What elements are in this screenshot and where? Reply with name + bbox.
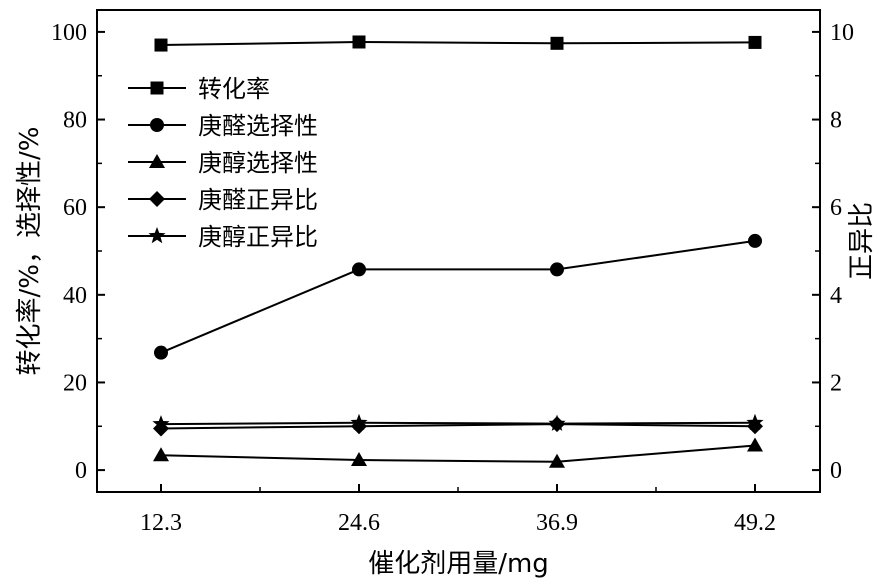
y-tick-label: 100 bbox=[51, 20, 87, 46]
data-point bbox=[154, 38, 168, 52]
data-point bbox=[352, 262, 366, 277]
legend-marker bbox=[148, 227, 166, 244]
legend-marker bbox=[149, 191, 165, 207]
tick-labels: 0 20 40 60 80 100 0 2 4 6 8 10 12.3 24.6 36.9 49.2 bbox=[51, 20, 854, 536]
y-axis-label: 转化率/%，选择性/% bbox=[15, 127, 45, 376]
legend-marker bbox=[149, 154, 165, 168]
legend-label: 庚醛正异比 bbox=[198, 186, 318, 214]
data-point bbox=[152, 415, 170, 432]
y2-tick-label: 10 bbox=[830, 20, 854, 46]
legend-item: 庚醇正异比 bbox=[128, 223, 318, 251]
data-point bbox=[549, 453, 565, 468]
series-square bbox=[154, 35, 762, 52]
x-tick-label: 12.3 bbox=[140, 510, 182, 536]
series-triangle bbox=[153, 437, 763, 468]
x-tick-label: 24.6 bbox=[338, 510, 380, 536]
data-point bbox=[748, 233, 762, 248]
y-tick-label: 80 bbox=[63, 108, 87, 134]
y-tick-label: 60 bbox=[63, 195, 87, 221]
series-line bbox=[160, 239, 756, 354]
y2-axis-label: 正异比 bbox=[847, 202, 877, 280]
y2-tick-label: 0 bbox=[830, 458, 842, 484]
data-point bbox=[748, 35, 762, 49]
x-tick-label: 49.2 bbox=[734, 510, 776, 536]
series-line bbox=[160, 40, 756, 47]
legend-item: 庚醛正异比 bbox=[128, 186, 318, 214]
data-point bbox=[352, 35, 366, 49]
legend-label: 庚醇正异比 bbox=[198, 223, 318, 251]
series-group bbox=[152, 35, 764, 468]
x-axis-label: 催化剂用量/mg bbox=[368, 549, 549, 579]
tick-marks bbox=[97, 30, 820, 492]
legend-label: 庚醛选择性 bbox=[198, 112, 318, 140]
data-point bbox=[550, 262, 564, 277]
data-point bbox=[350, 413, 368, 431]
y2-tick-label: 8 bbox=[830, 108, 842, 134]
series-circle bbox=[154, 233, 762, 360]
legend-label: 转化率 bbox=[198, 75, 270, 103]
legend-item: 庚醛选择性 bbox=[128, 112, 318, 140]
x-tick-label: 36.9 bbox=[536, 510, 578, 536]
series-line bbox=[160, 423, 756, 430]
legend-label: 庚醇选择性 bbox=[198, 149, 318, 177]
series-star bbox=[152, 413, 764, 432]
data-point bbox=[351, 452, 367, 467]
legend-item: 庚醇选择性 bbox=[128, 149, 318, 177]
data-point bbox=[746, 413, 764, 431]
legend-item: 转化率 bbox=[128, 75, 270, 103]
data-point bbox=[153, 447, 169, 462]
y2-tick-label: 4 bbox=[830, 283, 842, 309]
series-diamond bbox=[153, 416, 763, 437]
data-point bbox=[747, 437, 763, 452]
y2-tick-label: 6 bbox=[830, 195, 842, 221]
y-tick-label: 40 bbox=[63, 283, 87, 309]
data-point bbox=[154, 345, 168, 360]
legend-marker bbox=[150, 118, 164, 132]
y2-tick-label: 2 bbox=[830, 370, 842, 396]
y-tick-label: 20 bbox=[63, 370, 87, 396]
series-line bbox=[160, 444, 756, 463]
legend-marker bbox=[150, 81, 164, 95]
series-line bbox=[160, 421, 756, 426]
y-tick-label: 0 bbox=[75, 458, 87, 484]
data-point bbox=[550, 36, 564, 50]
data-point bbox=[548, 414, 566, 431]
